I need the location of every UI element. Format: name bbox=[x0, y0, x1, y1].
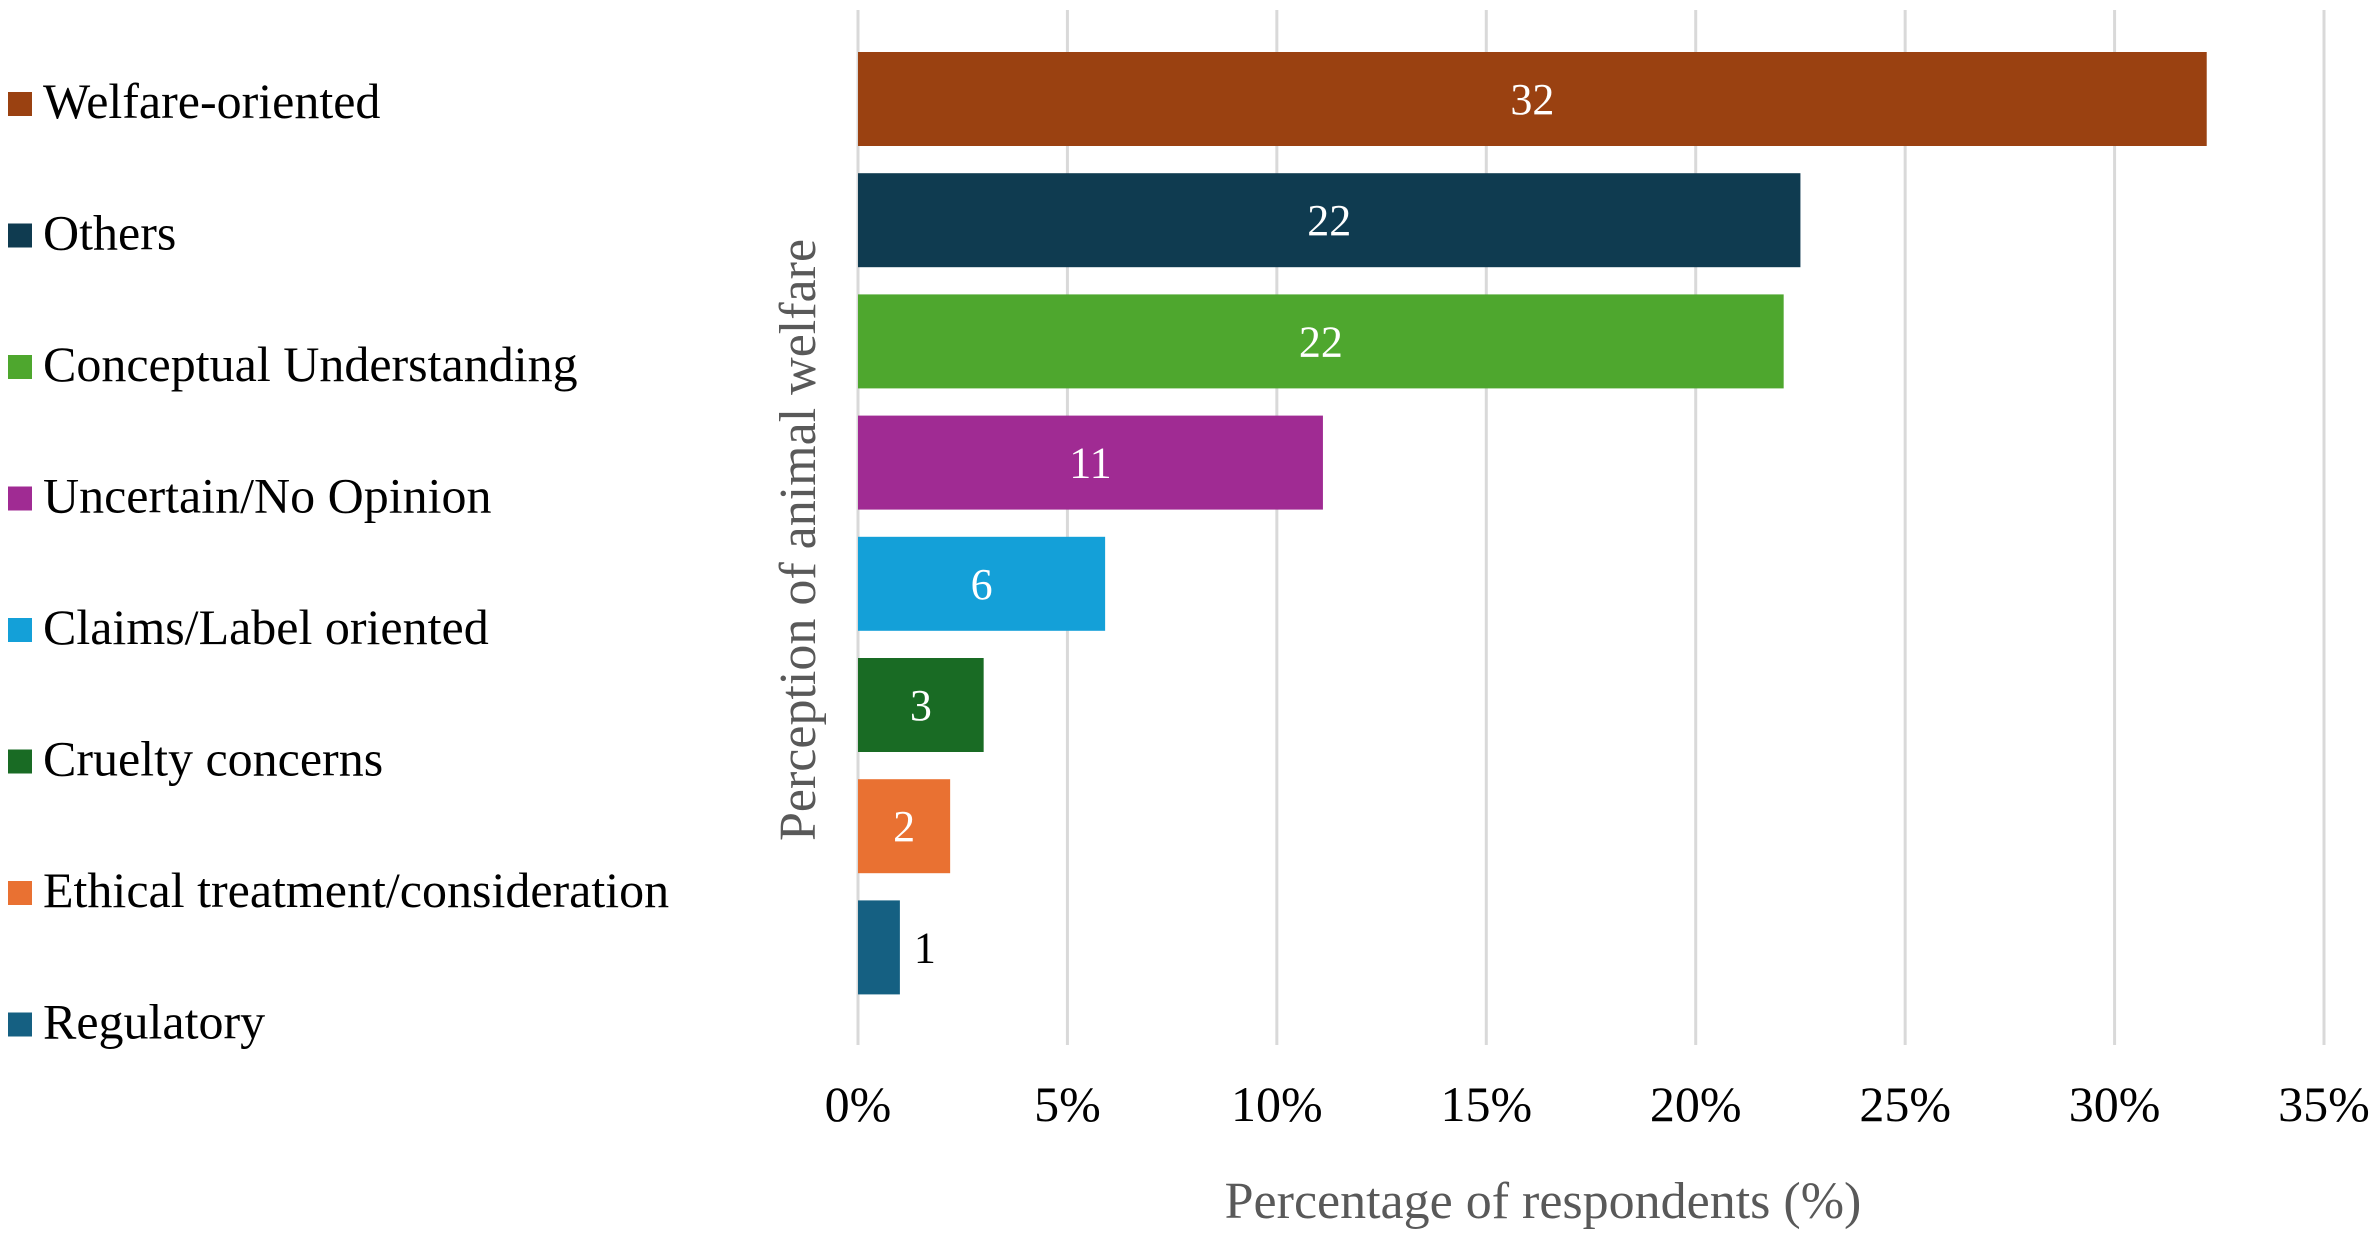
data-label: 2 bbox=[893, 802, 915, 851]
y-axis-title: Perception of animal welfare bbox=[770, 239, 827, 841]
legend-swatch bbox=[8, 223, 32, 248]
legend-entry: Others bbox=[43, 205, 176, 261]
bar bbox=[858, 536, 1106, 631]
x-tick-label: 10% bbox=[1231, 1076, 1323, 1132]
bar bbox=[858, 779, 951, 874]
legend-swatch bbox=[8, 355, 32, 379]
legend: Welfare-oriented Others Conceptual Underst… bbox=[8, 73, 669, 1050]
legend-entry: Conceptual Understanding bbox=[43, 336, 578, 392]
x-tick-label: 5% bbox=[1034, 1076, 1101, 1132]
data-label: 32 bbox=[1510, 75, 1554, 124]
legend-swatch bbox=[8, 486, 32, 511]
bar bbox=[858, 658, 984, 752]
legend-swatch bbox=[8, 881, 32, 905]
bar bbox=[858, 52, 2207, 146]
gridlines bbox=[856, 10, 2326, 1045]
bar bbox=[858, 415, 1323, 510]
legend-swatch bbox=[8, 1012, 32, 1037]
bars bbox=[858, 52, 2207, 995]
legend-swatch bbox=[8, 92, 32, 116]
legend-entry: Claims/Label oriented bbox=[43, 599, 489, 655]
data-label: 6 bbox=[971, 560, 993, 609]
x-tick-label: 20% bbox=[1650, 1076, 1742, 1132]
x-tick-label: 35% bbox=[2278, 1076, 2370, 1132]
x-axis-title: Percentage of respondents (%) bbox=[1225, 1173, 1862, 1230]
legend-entry: Uncertain/No Opinion bbox=[43, 468, 492, 524]
legend-entry: Cruelty concerns bbox=[43, 731, 383, 787]
x-tick-label: 0% bbox=[825, 1076, 892, 1132]
bar bbox=[858, 173, 1801, 268]
x-tick-label: 30% bbox=[2069, 1076, 2161, 1132]
legend-entry: Regulatory bbox=[43, 994, 265, 1050]
data-label: 3 bbox=[910, 681, 932, 730]
x-axis-ticks: 0% 5% 10% 15% 20% 25% 30% 35% bbox=[825, 1076, 2370, 1132]
data-label: 22 bbox=[1307, 196, 1351, 245]
bar bbox=[858, 900, 900, 995]
x-tick-label: 25% bbox=[1859, 1076, 1951, 1132]
data-label: 22 bbox=[1299, 317, 1343, 366]
data-label: 1 bbox=[914, 923, 936, 972]
legend-swatch bbox=[8, 618, 32, 642]
bar bbox=[858, 294, 1784, 389]
data-label: 11 bbox=[1069, 439, 1111, 488]
legend-swatch bbox=[8, 749, 32, 774]
legend-entry: Ethical treatment/consideration bbox=[43, 862, 669, 918]
x-tick-label: 15% bbox=[1440, 1076, 1532, 1132]
legend-entry: Welfare-oriented bbox=[43, 73, 380, 129]
